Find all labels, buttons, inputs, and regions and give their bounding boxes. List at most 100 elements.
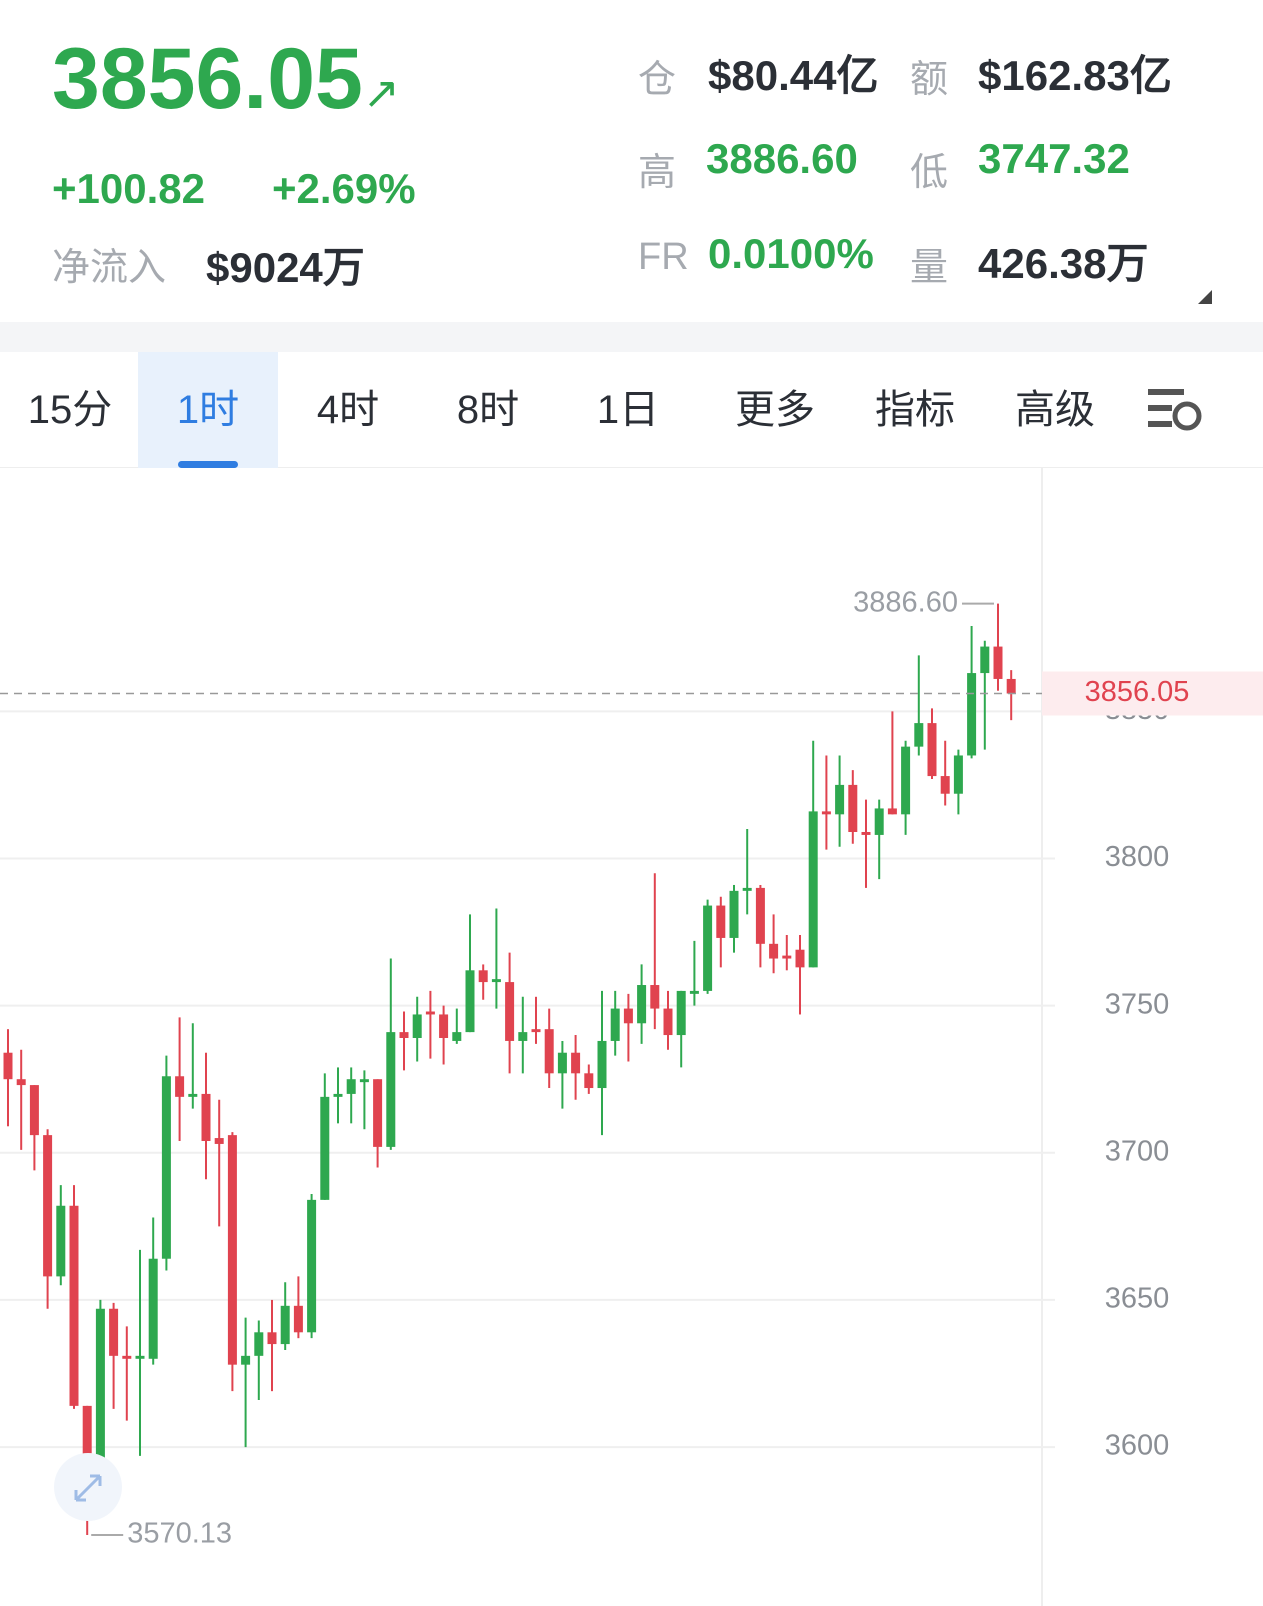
candle-body — [742, 887, 752, 891]
candle-body — [755, 887, 765, 944]
candle-body — [782, 955, 792, 959]
tab-indicator — [178, 461, 238, 468]
tab[interactable]: 15分 — [27, 388, 113, 432]
candle-body — [953, 755, 963, 794]
candle-body — [135, 1355, 145, 1359]
candle-body — [122, 1355, 132, 1359]
last-price-label: 3856.05 — [1085, 676, 1190, 708]
candle-body — [993, 646, 1003, 679]
y-tick-label: 3750 — [1105, 988, 1170, 1020]
stat-value: 3747.32 — [978, 135, 1130, 182]
candle-body — [267, 1332, 277, 1345]
stat-label: FR — [638, 236, 689, 278]
candle-body — [439, 1014, 449, 1038]
candle-body — [425, 1011, 435, 1015]
candle-body — [1006, 678, 1016, 694]
candle-body — [386, 1032, 396, 1147]
expand-corner[interactable] — [1198, 290, 1212, 304]
candle-body — [175, 1076, 185, 1097]
icon-bar — [1148, 389, 1184, 395]
candle-body — [795, 949, 805, 968]
candle-body — [373, 1079, 383, 1147]
candle-body — [320, 1096, 330, 1200]
candle-body — [82, 1405, 92, 1465]
stat-value: 426.38万 — [978, 240, 1149, 287]
price-value: 3856.05 — [52, 31, 363, 127]
candle-body — [689, 990, 699, 994]
candle-body — [161, 1076, 171, 1259]
stat-value: 0.0100% — [708, 230, 874, 277]
candle-body — [637, 985, 647, 1024]
candle-body — [557, 1052, 567, 1074]
candle-body — [848, 784, 858, 832]
candle-body — [650, 985, 660, 1009]
candle-body — [214, 1138, 224, 1144]
candle-body — [188, 1093, 198, 1097]
candle-body — [874, 808, 884, 835]
candle-body — [835, 784, 845, 815]
candle-body — [412, 1014, 422, 1038]
candle-body — [148, 1258, 158, 1359]
candle-body — [531, 1029, 541, 1033]
candle-body — [808, 811, 818, 968]
candle-body — [254, 1332, 264, 1356]
y-tick-label: 3600 — [1105, 1430, 1170, 1462]
candle-body — [518, 1032, 528, 1041]
candle-body — [571, 1052, 581, 1074]
price: 3856.05↗ — [52, 30, 400, 129]
tab[interactable]: 1时 — [138, 352, 278, 468]
divider — [0, 467, 1263, 468]
tab[interactable]: 高级 — [1015, 388, 1095, 432]
candle-body — [478, 970, 488, 983]
tab[interactable]: 8时 — [456, 388, 520, 432]
candle-body — [544, 1029, 554, 1074]
candle-body — [703, 905, 713, 991]
tab[interactable]: 4时 — [316, 388, 380, 432]
tab[interactable]: 更多 — [735, 388, 815, 432]
candle-body — [729, 890, 739, 938]
candle-body — [399, 1032, 409, 1038]
candle-body — [307, 1199, 317, 1333]
icon-bar — [1148, 405, 1172, 411]
candle-body — [452, 1032, 462, 1041]
y-tick-label: 3650 — [1105, 1283, 1170, 1315]
candle-body — [359, 1079, 369, 1083]
zoom-icon — [74, 1474, 102, 1502]
stat-value: $80.44亿 — [708, 52, 879, 99]
candle-body — [901, 746, 911, 815]
candle-body — [821, 811, 831, 815]
settings-icon[interactable] — [1145, 385, 1205, 435]
candle-body — [676, 990, 686, 1036]
stat-label: 高 — [638, 152, 677, 194]
icon-bar — [1148, 421, 1172, 427]
y-tick-label: 3800 — [1105, 841, 1170, 873]
stat-value: $162.83亿 — [978, 52, 1172, 99]
tab[interactable]: 1日 — [596, 388, 660, 432]
candle-body — [465, 970, 475, 1033]
candle-body — [584, 1073, 594, 1089]
tab[interactable]: 指标 — [875, 388, 955, 432]
high-label: 3886.60 — [853, 586, 958, 618]
last-price-tag — [1042, 671, 1263, 716]
candle-body — [716, 905, 726, 938]
candle-body — [109, 1308, 119, 1356]
candle-body — [201, 1093, 211, 1142]
candle-body — [16, 1079, 26, 1086]
candle-body — [3, 1052, 13, 1080]
candle-body — [491, 979, 501, 983]
candle-body — [914, 723, 924, 747]
stat-value: 3886.60 — [706, 135, 858, 182]
net-inflow: $9024万 — [206, 244, 365, 291]
candle-body — [95, 1308, 105, 1465]
net-inflow-label: 净流入 — [52, 247, 167, 289]
stat-label: 量 — [910, 247, 949, 289]
candle-body — [597, 1040, 607, 1089]
candle-body — [927, 723, 937, 777]
candle-body — [56, 1205, 66, 1277]
candle-body — [769, 943, 779, 959]
y-tick-label: 3700 — [1105, 1135, 1170, 1167]
stat-label: 仓 — [638, 59, 677, 101]
candle-body — [887, 808, 897, 815]
